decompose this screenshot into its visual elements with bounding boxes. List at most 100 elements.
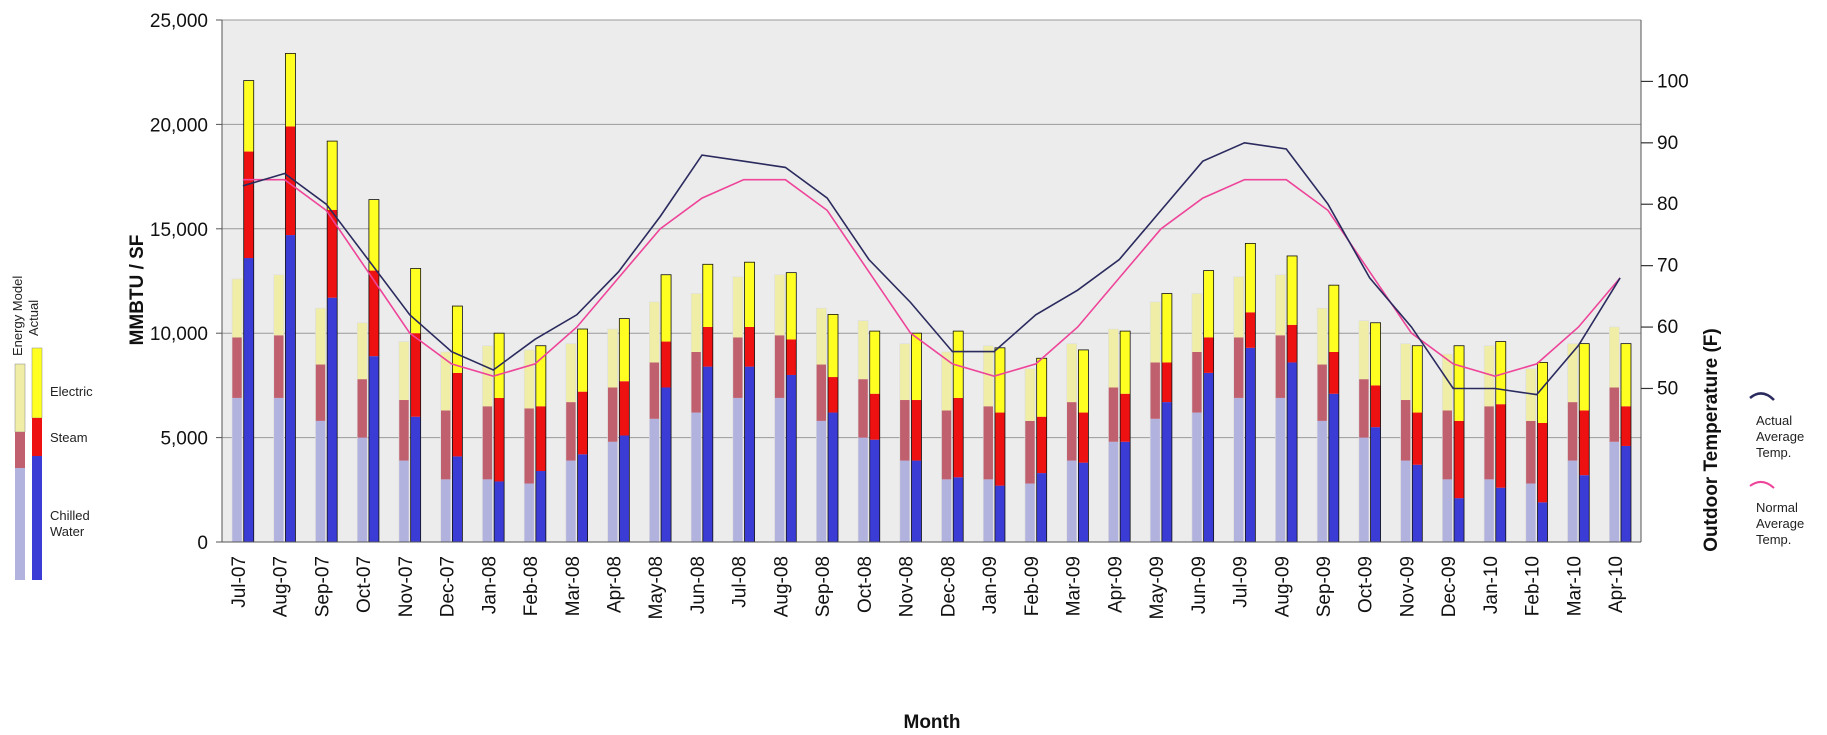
- actual-electric-bar: [619, 318, 630, 382]
- model-electric-bar: [941, 351, 952, 411]
- model-electric-bar: [1191, 293, 1202, 352]
- actual-chilled-water-bar: [869, 439, 880, 542]
- model-electric-bar: [1442, 354, 1453, 411]
- x-tick-label: Jun-09: [1189, 556, 1210, 614]
- model-chilled-water-bar: [357, 437, 368, 542]
- model-electric-bar: [565, 343, 576, 403]
- actual-electric-bar: [1245, 243, 1256, 313]
- legend-normal-temp-label: Normal Average Temp.: [1756, 500, 1804, 547]
- actual-electric-bar: [1078, 349, 1089, 413]
- model-chilled-water-bar: [1358, 437, 1369, 542]
- model-steam-bar: [1066, 402, 1077, 461]
- model-electric-bar: [691, 293, 702, 352]
- model-steam-bar: [357, 379, 368, 438]
- actual-electric-bar: [410, 268, 421, 334]
- model-electric-bar: [607, 329, 618, 388]
- model-chilled-water-bar: [774, 397, 785, 542]
- model-chilled-water-bar: [899, 460, 910, 542]
- x-tick-label: Apr-08: [604, 556, 625, 613]
- actual-steam-bar: [410, 333, 421, 417]
- actual-steam-bar: [1161, 362, 1172, 403]
- model-steam-bar: [524, 408, 535, 484]
- actual-chilled-water-bar: [911, 460, 922, 542]
- model-chilled-water-bar: [1609, 441, 1620, 542]
- y-tick-label: 25,000: [150, 11, 208, 32]
- x-tick-label: Oct-07: [354, 556, 375, 613]
- x-tick-label: Jul-07: [229, 556, 250, 608]
- actual-electric-bar: [661, 274, 672, 342]
- model-steam-bar: [858, 379, 869, 438]
- y2-tick-label: 90: [1657, 133, 1678, 154]
- model-steam-bar: [1484, 406, 1495, 480]
- actual-electric-bar: [452, 306, 463, 373]
- model-electric-bar: [1525, 368, 1536, 421]
- x-tick-label: Jan-09: [980, 556, 1001, 614]
- x-tick-label: Sep-09: [1314, 556, 1335, 617]
- legend-header-actual: Actual: [26, 300, 41, 336]
- model-steam-bar: [1191, 351, 1202, 413]
- model-chilled-water-bar: [1024, 483, 1036, 542]
- model-chilled-water-bar: [1066, 460, 1077, 542]
- actual-electric-bar: [1454, 345, 1465, 421]
- actual-chilled-water-bar: [535, 471, 546, 542]
- model-chilled-water-bar: [1275, 397, 1286, 542]
- y2-tick-label: 70: [1657, 256, 1678, 277]
- model-steam-bar: [232, 337, 243, 398]
- x-axis-title: Month: [904, 712, 961, 733]
- model-electric-bar: [1484, 345, 1495, 407]
- legend-header-model: Energy Model: [10, 276, 25, 356]
- model-steam-bar: [1525, 420, 1536, 484]
- actual-electric-bar: [1120, 331, 1131, 394]
- model-steam-bar: [1150, 362, 1161, 419]
- actual-chilled-water-bar: [994, 485, 1005, 542]
- model-chilled-water-bar: [565, 460, 576, 542]
- model-chilled-water-bar: [732, 397, 743, 542]
- model-chilled-water-bar: [983, 479, 994, 542]
- axes: [221, 20, 1642, 543]
- actual-chilled-water-bar: [1245, 347, 1256, 542]
- legend-normal-temp-line: [1749, 481, 1775, 489]
- actual-steam-bar: [1287, 324, 1298, 363]
- actual-electric-bar: [994, 347, 1005, 413]
- actual-electric-bar: [744, 262, 755, 327]
- x-tick-label: Dec-08: [938, 556, 959, 617]
- x-tick-label: Aug-09: [1272, 556, 1293, 617]
- x-tick-label: Apr-10: [1606, 556, 1627, 613]
- actual-chilled-water-bar: [410, 416, 421, 542]
- actual-chilled-water-bar: [1036, 473, 1047, 542]
- actual-chilled-water-bar: [327, 297, 338, 542]
- actual-chilled-water-bar: [1120, 441, 1131, 542]
- model-steam-bar: [1442, 410, 1453, 480]
- actual-electric-bar: [1287, 255, 1298, 325]
- y2-tick-labels: 50 60 70 80 90 100: [1641, 71, 1689, 399]
- model-chilled-water-bar: [1233, 397, 1244, 542]
- actual-steam-bar: [452, 372, 463, 457]
- actual-steam-bar: [1036, 416, 1047, 474]
- model-steam-bar: [899, 400, 910, 461]
- plot-background: [222, 20, 1641, 542]
- actual-electric-bar: [911, 333, 922, 401]
- y2-tick-label: 100: [1657, 71, 1689, 92]
- x-tick-label: Feb-10: [1523, 556, 1544, 616]
- y2-axis-title: Outdoor Temperature (F): [1701, 328, 1722, 551]
- x-tick-label: Aug-08: [771, 556, 792, 617]
- actual-chilled-water-bar: [744, 366, 755, 542]
- model-chilled-water-bar: [1317, 420, 1328, 542]
- actual-electric-bar: [827, 314, 839, 378]
- y-axis-title: MMBTU / SF: [127, 235, 148, 346]
- model-steam-bar: [1358, 379, 1369, 438]
- actual-electric-bar: [953, 331, 964, 398]
- legend-actual-chilled-water-swatch: [32, 456, 42, 580]
- model-steam-bar: [315, 364, 326, 421]
- actual-chilled-water-bar: [452, 456, 463, 542]
- actual-electric-bar: [1370, 322, 1381, 386]
- model-electric-bar: [816, 308, 827, 365]
- model-steam-bar: [1317, 364, 1328, 421]
- model-steam-bar: [1108, 387, 1119, 442]
- legend-label-chilled-water: Chilled Water: [50, 508, 90, 539]
- actual-steam-bar: [744, 326, 755, 367]
- actual-chilled-water-bar: [1287, 362, 1298, 542]
- model-chilled-water-bar: [1191, 412, 1202, 542]
- actual-electric-bar: [327, 141, 338, 211]
- actual-electric-bar: [243, 80, 254, 152]
